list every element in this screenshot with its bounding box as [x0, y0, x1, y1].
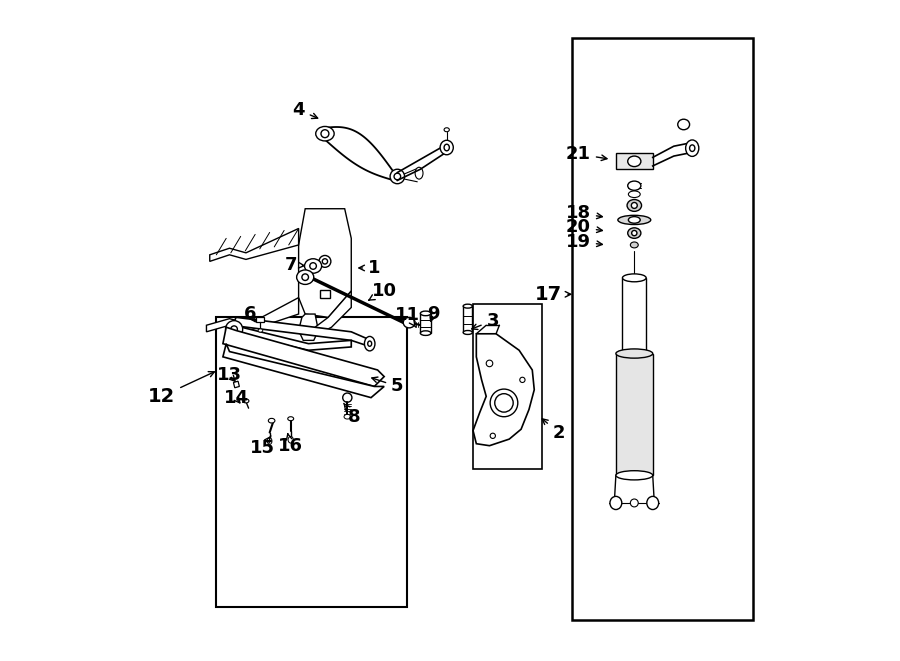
Bar: [320, 290, 330, 297]
Ellipse shape: [491, 389, 518, 416]
Text: 16: 16: [278, 434, 303, 455]
Ellipse shape: [230, 326, 238, 332]
Ellipse shape: [628, 191, 640, 198]
Text: 14: 14: [223, 389, 248, 407]
Ellipse shape: [617, 215, 651, 225]
Ellipse shape: [631, 202, 637, 208]
Ellipse shape: [420, 311, 431, 316]
Polygon shape: [233, 326, 351, 350]
Ellipse shape: [364, 336, 375, 351]
Ellipse shape: [267, 438, 272, 444]
Text: 15: 15: [250, 436, 274, 457]
Bar: [616, 354, 652, 475]
Bar: [256, 317, 265, 322]
Ellipse shape: [632, 231, 637, 236]
Text: 20: 20: [566, 218, 602, 236]
Ellipse shape: [415, 167, 423, 179]
Polygon shape: [223, 344, 384, 398]
Ellipse shape: [316, 126, 334, 141]
Ellipse shape: [344, 414, 351, 419]
Ellipse shape: [647, 496, 659, 510]
Ellipse shape: [288, 436, 293, 443]
Ellipse shape: [495, 394, 513, 412]
Ellipse shape: [464, 304, 472, 308]
Ellipse shape: [258, 329, 263, 332]
Polygon shape: [473, 334, 535, 446]
Ellipse shape: [440, 140, 454, 155]
Ellipse shape: [343, 393, 352, 403]
Ellipse shape: [302, 274, 309, 280]
Ellipse shape: [268, 418, 274, 423]
Ellipse shape: [623, 274, 646, 282]
Ellipse shape: [520, 377, 525, 383]
Bar: [420, 313, 431, 333]
Ellipse shape: [689, 145, 695, 151]
Ellipse shape: [394, 173, 400, 180]
Ellipse shape: [628, 217, 640, 223]
Text: 7: 7: [284, 256, 304, 274]
Ellipse shape: [627, 181, 641, 190]
Ellipse shape: [444, 128, 449, 132]
Text: 3: 3: [472, 311, 499, 330]
Ellipse shape: [630, 499, 638, 507]
Polygon shape: [315, 291, 351, 330]
Polygon shape: [233, 381, 239, 388]
Text: 8: 8: [344, 403, 361, 426]
Bar: [616, 153, 652, 169]
Text: 11: 11: [395, 306, 419, 327]
Ellipse shape: [610, 496, 622, 510]
Bar: [623, 278, 646, 354]
Ellipse shape: [623, 350, 646, 358]
Ellipse shape: [464, 330, 472, 334]
Text: 17: 17: [536, 285, 571, 304]
Text: 6: 6: [244, 305, 256, 323]
Ellipse shape: [368, 341, 372, 346]
Text: 10: 10: [369, 282, 397, 300]
Ellipse shape: [310, 262, 317, 269]
Polygon shape: [299, 209, 351, 317]
Text: 18: 18: [566, 204, 602, 222]
Ellipse shape: [616, 471, 652, 480]
Ellipse shape: [297, 270, 314, 284]
Ellipse shape: [627, 200, 642, 212]
Bar: [464, 306, 472, 332]
Polygon shape: [299, 314, 319, 340]
Ellipse shape: [243, 399, 249, 403]
Ellipse shape: [491, 433, 495, 438]
Ellipse shape: [616, 349, 652, 358]
Ellipse shape: [627, 156, 641, 167]
Ellipse shape: [322, 258, 328, 264]
Ellipse shape: [444, 144, 449, 151]
Bar: [473, 304, 542, 469]
Polygon shape: [210, 229, 299, 261]
Ellipse shape: [420, 330, 431, 335]
Ellipse shape: [678, 119, 689, 130]
Ellipse shape: [627, 228, 641, 239]
Bar: [216, 317, 407, 607]
Ellipse shape: [288, 416, 293, 420]
Text: 4: 4: [292, 101, 318, 119]
Polygon shape: [233, 317, 371, 347]
Ellipse shape: [304, 258, 321, 273]
Ellipse shape: [390, 169, 405, 184]
Ellipse shape: [630, 242, 638, 248]
Polygon shape: [223, 327, 384, 387]
Ellipse shape: [319, 255, 331, 267]
Ellipse shape: [226, 321, 243, 338]
Text: 5: 5: [372, 377, 403, 395]
Text: 9: 9: [428, 305, 440, 323]
Text: 1: 1: [359, 259, 381, 277]
Ellipse shape: [321, 130, 328, 137]
Text: 21: 21: [566, 145, 607, 163]
Ellipse shape: [686, 140, 698, 157]
Text: 2: 2: [542, 419, 565, 442]
Text: 13: 13: [217, 366, 242, 384]
Text: 19: 19: [566, 233, 602, 251]
Ellipse shape: [486, 360, 493, 367]
Ellipse shape: [403, 317, 415, 328]
Polygon shape: [206, 297, 299, 332]
Text: 12: 12: [148, 371, 214, 406]
Bar: [572, 38, 752, 620]
